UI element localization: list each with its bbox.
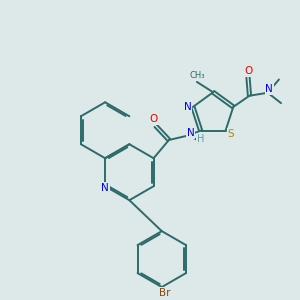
Text: O: O <box>244 66 252 76</box>
Text: N: N <box>265 84 273 94</box>
Text: N: N <box>101 183 109 193</box>
Text: S: S <box>228 129 234 139</box>
Text: O: O <box>149 114 158 124</box>
Text: Br: Br <box>159 288 170 298</box>
Text: H: H <box>197 134 204 144</box>
Text: CH₃: CH₃ <box>189 71 205 80</box>
Text: N: N <box>187 128 194 138</box>
Text: N: N <box>184 102 191 112</box>
